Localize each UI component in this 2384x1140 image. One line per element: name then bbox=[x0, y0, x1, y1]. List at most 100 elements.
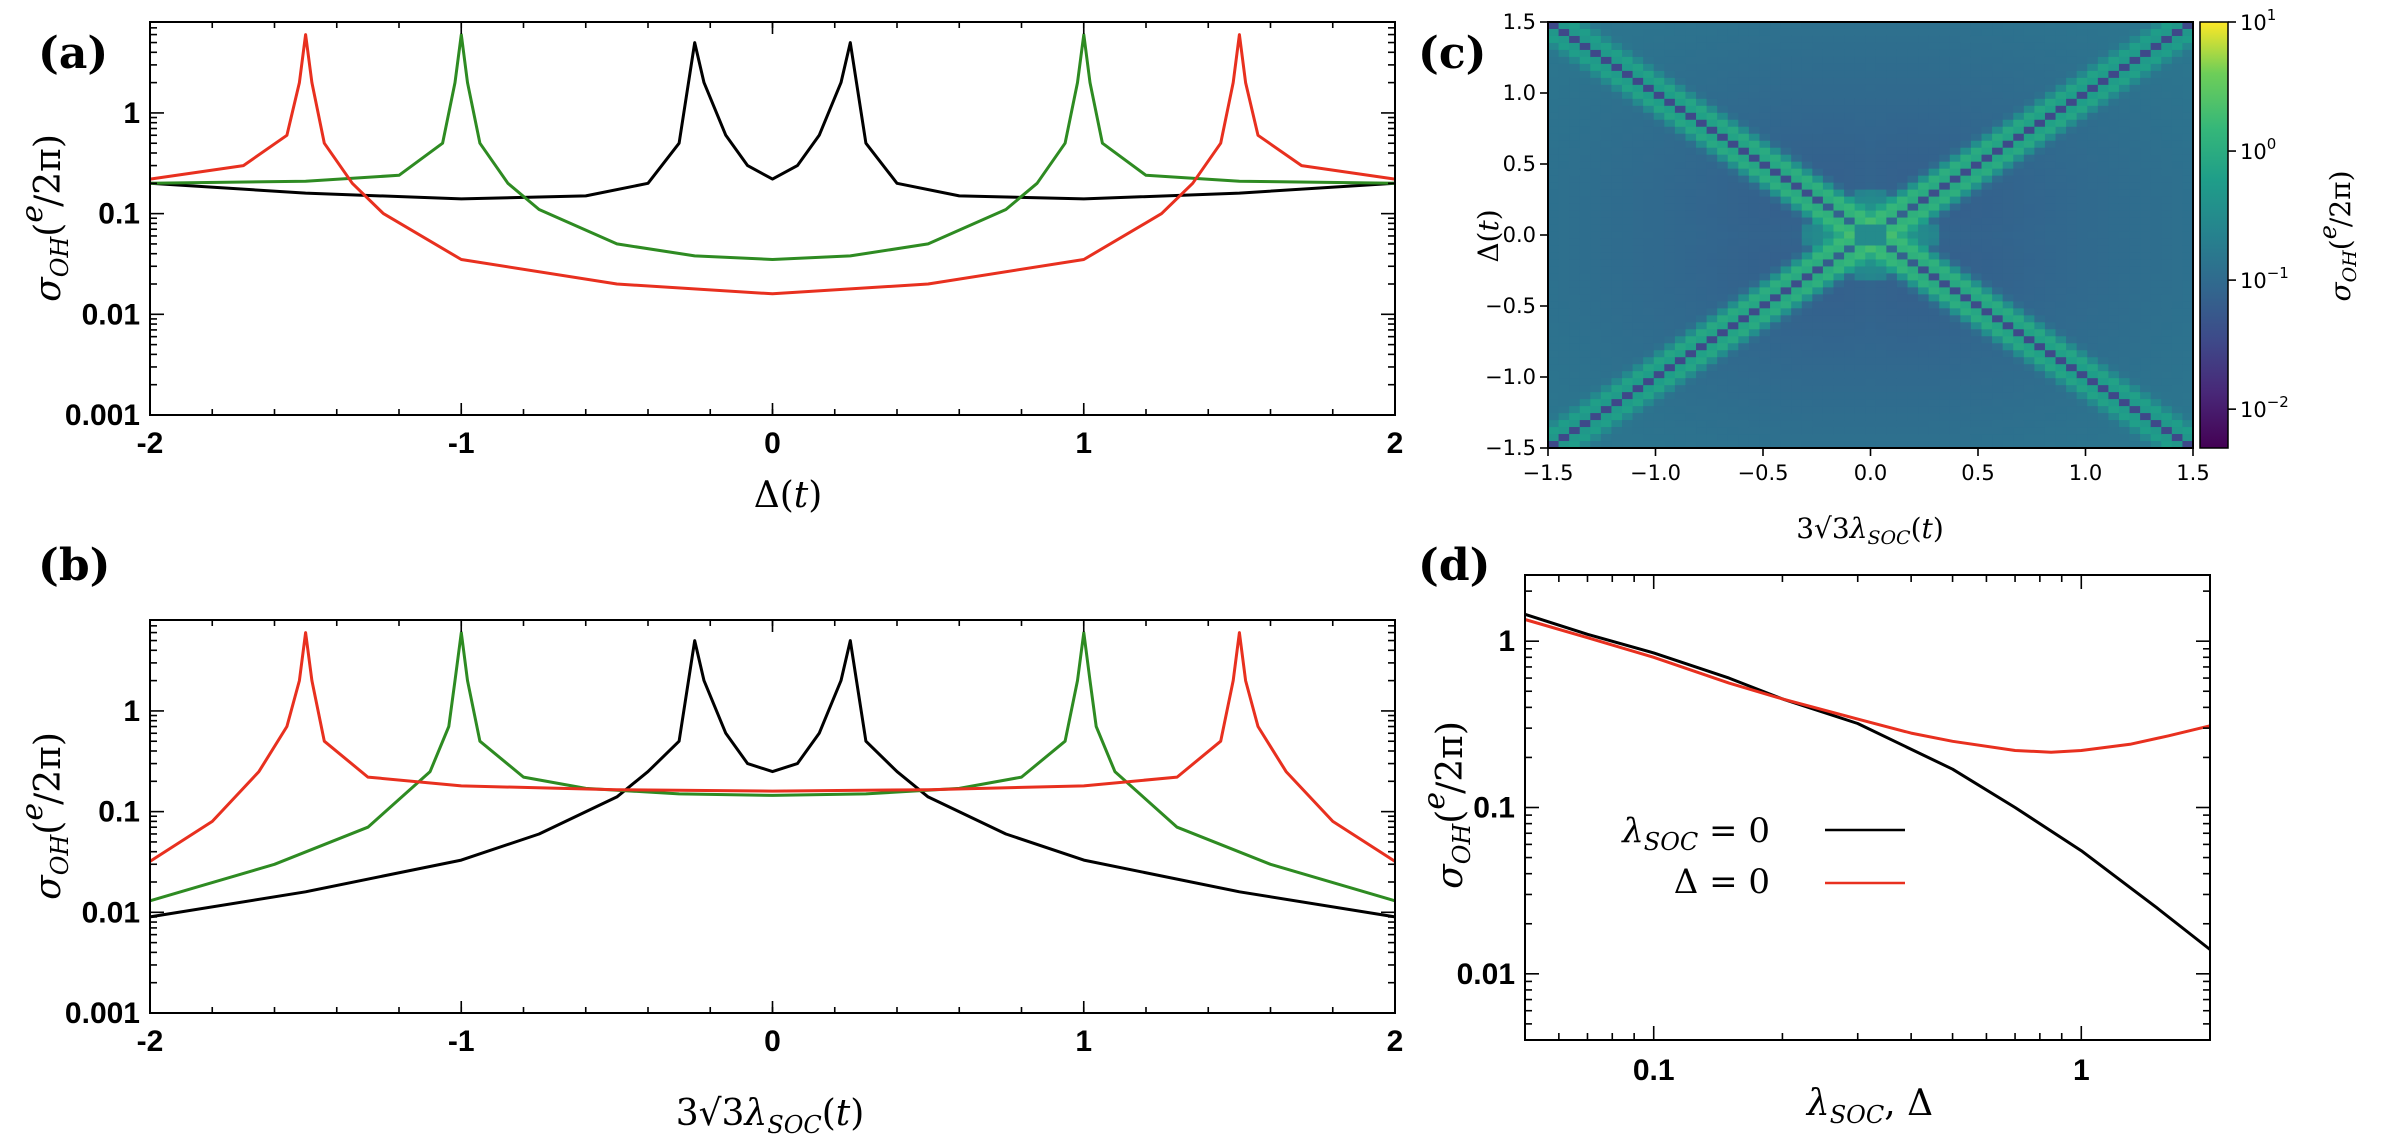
heatmap-cell bbox=[1622, 210, 1634, 219]
heatmap-cell bbox=[1653, 441, 1665, 449]
heatmap-cell bbox=[1590, 350, 1602, 358]
heatmap-cell bbox=[2013, 350, 2025, 358]
heatmap-cell bbox=[1812, 77, 1824, 86]
heatmap-cell bbox=[1875, 259, 1887, 268]
heatmap-cell bbox=[1865, 175, 1877, 184]
heatmap-cell bbox=[2097, 119, 2110, 128]
heatmap-cell bbox=[1674, 399, 1687, 407]
heatmap-cell bbox=[1833, 217, 1845, 226]
heatmap-cell bbox=[2140, 210, 2152, 219]
heatmap-cell bbox=[2118, 168, 2131, 177]
heatmap-cell bbox=[2140, 294, 2152, 302]
heatmap-cell bbox=[1548, 434, 1560, 442]
heatmap-cell bbox=[1770, 406, 1782, 414]
heatmap-cell bbox=[1558, 336, 1570, 344]
heatmap-cell bbox=[1706, 217, 1718, 226]
heatmap-cell bbox=[2076, 70, 2088, 79]
heatmap-cell bbox=[1696, 154, 1708, 163]
heatmap-cell bbox=[2150, 210, 2162, 219]
heatmap-cell bbox=[1759, 84, 1771, 93]
heatmap-cell bbox=[1600, 273, 1613, 281]
heatmap-cell bbox=[2002, 294, 2014, 302]
heatmap-cell bbox=[2097, 210, 2110, 219]
heatmap-cell bbox=[2013, 301, 2025, 309]
heatmap-cell bbox=[1833, 385, 1845, 393]
heatmap-cell bbox=[1907, 287, 1919, 295]
heatmap-cell bbox=[1558, 413, 1570, 421]
heatmap-cell bbox=[1569, 84, 1581, 93]
heatmap-cell bbox=[2097, 434, 2110, 442]
heatmap-cell bbox=[2002, 259, 2014, 268]
heatmap-cell bbox=[1833, 28, 1845, 37]
heatmap-cell bbox=[1632, 406, 1644, 414]
heatmap-cell bbox=[1674, 217, 1687, 226]
heatmap-cell bbox=[1674, 357, 1687, 365]
heatmap-cell bbox=[1981, 224, 1993, 233]
heatmap-cell bbox=[1812, 364, 1824, 372]
heatmap-cell bbox=[2013, 112, 2025, 121]
heatmap-cell bbox=[1970, 196, 1983, 205]
heatmap-cell bbox=[2129, 378, 2141, 386]
heatmap-cell bbox=[2023, 133, 2035, 142]
heatmap-cell bbox=[1727, 385, 1739, 393]
heatmap-cell bbox=[1558, 126, 1570, 135]
heatmap-cell bbox=[1706, 140, 1718, 149]
heatmap-cell bbox=[1844, 35, 1856, 44]
heatmap-cell bbox=[1738, 294, 1750, 302]
heatmap-cell bbox=[2076, 385, 2088, 393]
heatmap-cell bbox=[2013, 413, 2025, 421]
heatmap-cell bbox=[1770, 266, 1782, 275]
heatmap-cell bbox=[2161, 406, 2173, 414]
heatmap-cell bbox=[2161, 259, 2173, 268]
heatmap-cell bbox=[1896, 112, 1909, 121]
heatmap-cell bbox=[1791, 35, 1803, 44]
heatmap-cell bbox=[2140, 56, 2152, 65]
heatmap-cell bbox=[2055, 217, 2067, 226]
heatmap-cell bbox=[2108, 308, 2120, 316]
heatmap-cell bbox=[1875, 203, 1887, 212]
heatmap-cell bbox=[1791, 22, 1803, 30]
heatmap-cell bbox=[1949, 84, 1961, 93]
heatmap-cell bbox=[1812, 175, 1824, 184]
heatmap-cell bbox=[1622, 399, 1634, 407]
heatmap-cell bbox=[1812, 259, 1824, 268]
heatmap-cell bbox=[1569, 434, 1581, 442]
heatmap-cell bbox=[1780, 49, 1792, 58]
heatmap-cell bbox=[1833, 273, 1845, 281]
heatmap-cell bbox=[1886, 427, 1898, 435]
heatmap-cell bbox=[2023, 42, 2035, 51]
heatmap-cell bbox=[2118, 308, 2131, 316]
heatmap-cell bbox=[1569, 315, 1581, 323]
heatmap-cell bbox=[1706, 301, 1718, 309]
heatmap-cell bbox=[1664, 245, 1676, 254]
heatmap-cell bbox=[1664, 56, 1676, 65]
heatmap-cell bbox=[1886, 371, 1898, 379]
heatmap-cell bbox=[1759, 70, 1771, 79]
heatmap-cell bbox=[1579, 70, 1591, 79]
heatmap-cell bbox=[2140, 140, 2152, 149]
heatmap-cell bbox=[1822, 420, 1835, 428]
heatmap-cell bbox=[1780, 441, 1792, 449]
heatmap-cell bbox=[2150, 84, 2162, 93]
heatmap-cell bbox=[1801, 22, 1813, 30]
heatmap-cell bbox=[1918, 28, 1930, 37]
heatmap-cell bbox=[1812, 154, 1824, 163]
heatmap-cell bbox=[2118, 70, 2131, 79]
heatmap-cell bbox=[2044, 42, 2057, 51]
heatmap-cell bbox=[2002, 77, 2014, 86]
heatmap-cell bbox=[1780, 224, 1792, 233]
heatmap-cell bbox=[1727, 112, 1739, 121]
heatmap-cell bbox=[1653, 133, 1665, 142]
heatmap-cell bbox=[1918, 336, 1930, 344]
y-tick-label: 1.0 bbox=[1503, 81, 1536, 105]
heatmap-cell bbox=[1812, 294, 1824, 302]
heatmap-cell bbox=[1854, 140, 1866, 149]
heatmap-cell bbox=[1611, 441, 1623, 449]
heatmap-cell bbox=[1579, 126, 1591, 135]
heatmap-cell bbox=[2118, 175, 2131, 184]
heatmap-cell bbox=[1579, 371, 1591, 379]
heatmap-cell bbox=[1886, 259, 1898, 268]
heatmap-cell bbox=[2066, 357, 2078, 365]
heatmap-cell bbox=[2023, 91, 2035, 100]
heatmap-cell bbox=[1569, 98, 1581, 107]
